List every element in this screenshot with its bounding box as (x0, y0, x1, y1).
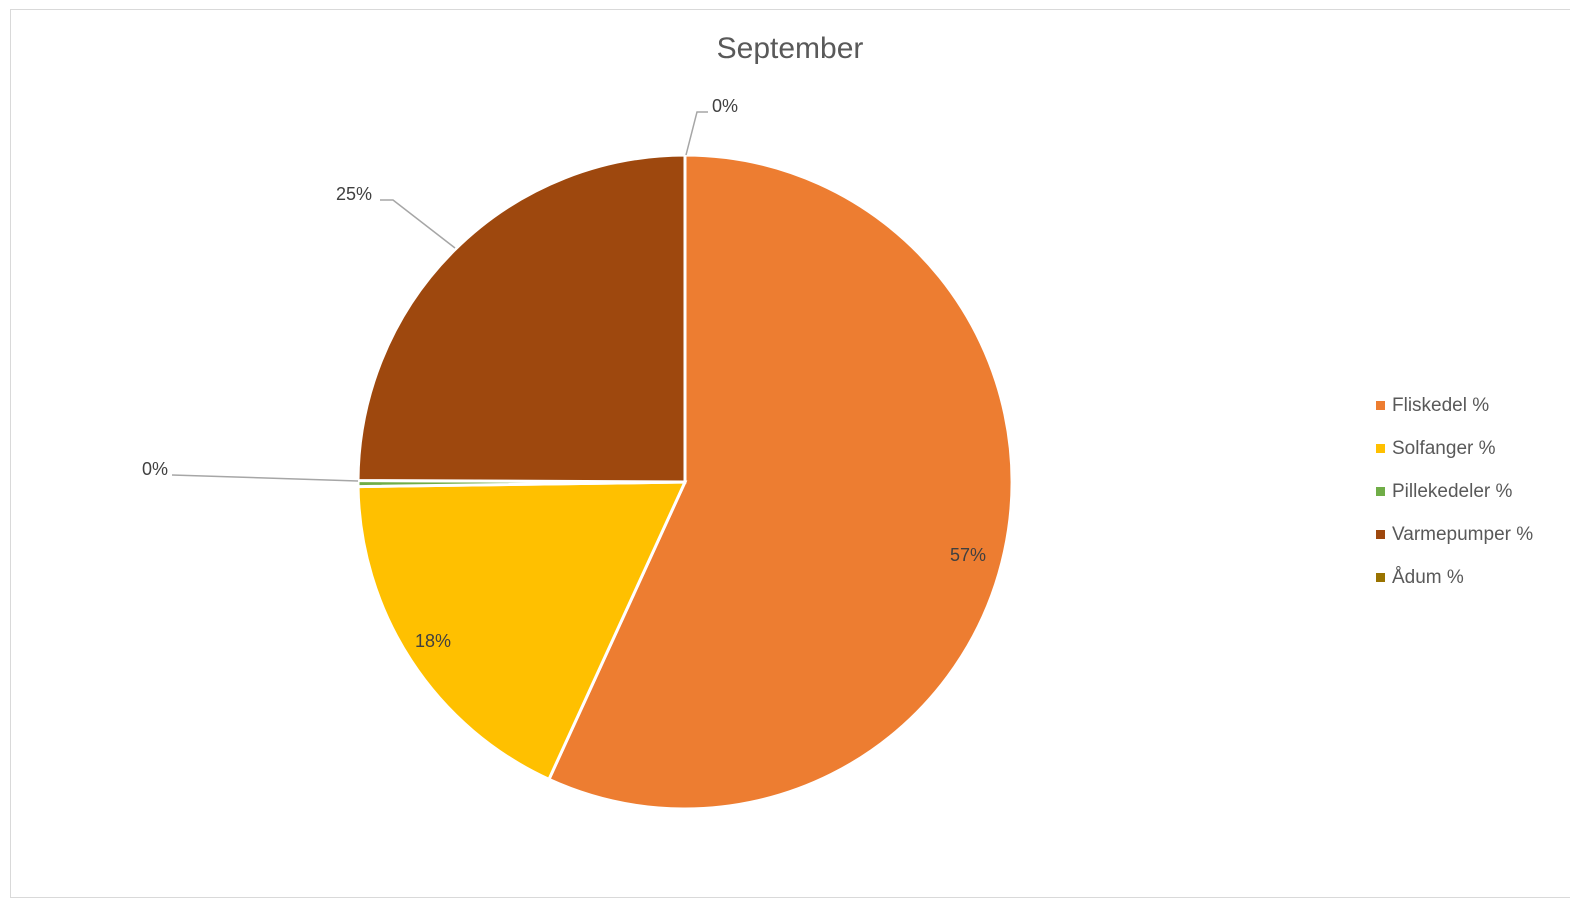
data-label-fliskedel: 57% (950, 545, 986, 565)
legend-label: Pillekedeler % (1392, 480, 1513, 502)
legend-item-solfanger: Solfanger % (1376, 427, 1533, 470)
data-label-solfanger: 18% (415, 631, 451, 651)
pie-slice-varmepumper (356, 153, 687, 484)
data-label-varmepumper: 25% (336, 184, 372, 204)
legend-swatch (1376, 401, 1385, 410)
legend-swatch (1376, 530, 1385, 539)
chart-title: September (716, 32, 864, 65)
legend-label: Fliskedel % (1392, 394, 1490, 416)
leader-line-varmepumper (380, 199, 456, 249)
legend-swatch (1376, 573, 1385, 582)
leader-line-ådum (685, 111, 708, 156)
pie-slice-fliskedel (546, 153, 1014, 811)
legend-item-fliskedel: Fliskedel % (1376, 384, 1533, 427)
legend-label: Ådum % (1392, 566, 1464, 588)
legend-item-pillekedeler: Pillekedeler % (1376, 470, 1533, 513)
legend-item-ådum: Ådum % (1376, 556, 1533, 599)
data-label-ådum: 0% (712, 96, 738, 116)
data-label-pillekedeler: 0% (142, 459, 168, 479)
legend-label: Varmepumper % (1392, 523, 1534, 545)
legend: Fliskedel % Solfanger % Pillekedeler % Varm… (1376, 384, 1533, 599)
legend-label: Solfanger % (1392, 437, 1496, 459)
legend-swatch (1376, 444, 1385, 453)
legend-item-varmepumper: Varmepumper % (1376, 513, 1533, 556)
pie-slice-solfanger (356, 480, 688, 782)
legend-swatch (1376, 487, 1385, 496)
leader-line-pillekedeler (171, 474, 359, 482)
